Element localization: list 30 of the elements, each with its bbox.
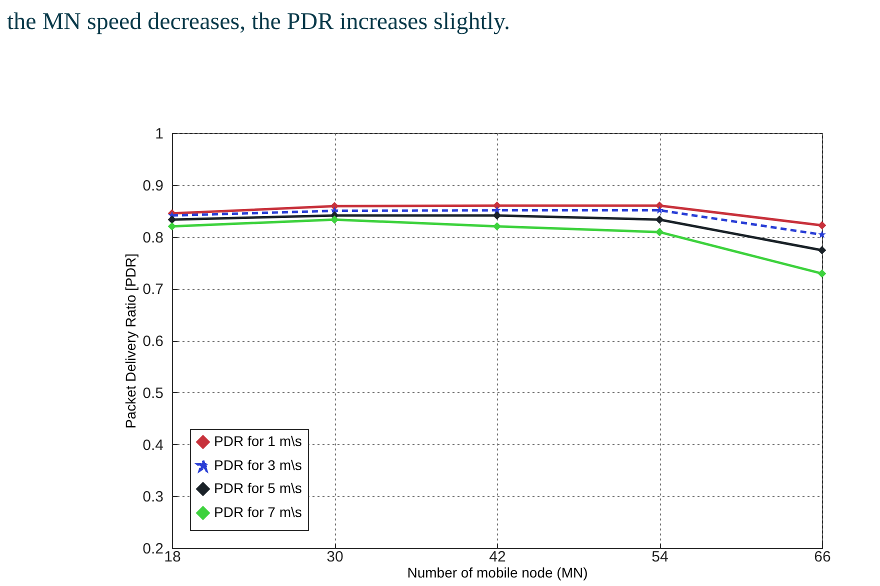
x-tick-label: 66: [814, 548, 831, 566]
point: [818, 221, 826, 230]
point: [168, 215, 176, 224]
text: the MN speed decreases, the PDR increases slightly.: [7, 9, 510, 35]
x-tick-label: 30: [326, 548, 344, 566]
y-tick-label: 0.5: [142, 384, 164, 402]
point: [818, 230, 826, 238]
y-tick-label: 0.2: [142, 540, 164, 558]
y-tick-label: 0.8: [142, 229, 164, 246]
point: [818, 269, 826, 278]
point: [492, 211, 502, 220]
y-tick-label: 0.3: [142, 488, 164, 506]
point: [655, 228, 664, 236]
y-axis-title: Packet Delivery Ratio [PDR]: [122, 253, 139, 429]
y-tick-label: 0.4: [142, 436, 164, 454]
x-axis-title: Number of mobile node (MN): [407, 564, 588, 580]
x-tick-label: 54: [652, 548, 668, 566]
x-tick-label: 42: [489, 548, 506, 566]
y-tick-label: 1: [155, 126, 164, 142]
legend-label: PDR for 1 m\s: [214, 433, 302, 449]
point: [655, 215, 664, 224]
y-tick-label: 0.9: [142, 177, 164, 194]
y-tick-label: 0.7: [142, 281, 164, 298]
legend-label: PDR for 3 m\s: [214, 457, 302, 473]
x-tick-label: 18: [164, 548, 181, 566]
legend-label: PDR for 7 m\s: [214, 504, 302, 520]
legend-label: PDR for 5 m\s: [214, 480, 302, 496]
y-tick-label: 0.6: [142, 333, 164, 350]
point: [818, 246, 826, 254]
point: [656, 206, 664, 214]
